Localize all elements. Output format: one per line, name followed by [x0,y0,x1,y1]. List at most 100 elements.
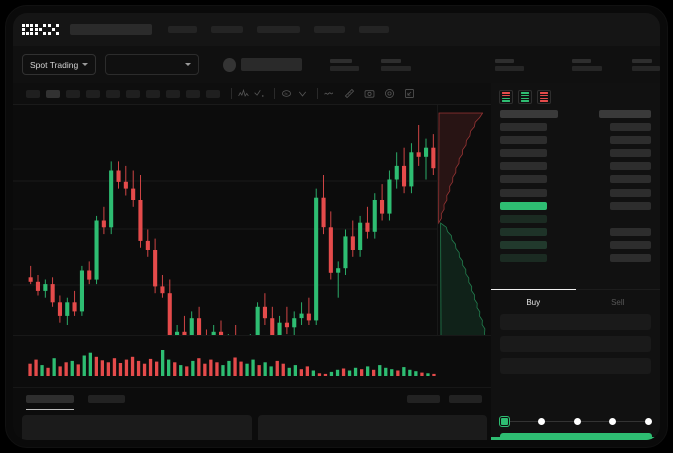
tab-buy[interactable]: Buy [491,289,576,314]
table-row[interactable] [500,149,651,158]
ob-price [500,123,547,132]
table-row[interactable] [500,175,651,184]
ob-price [500,214,547,223]
nav-link-2[interactable] [211,26,243,33]
bottom-right-tab-1[interactable] [407,395,440,403]
ob-price [500,188,547,197]
chevron-down-icon [185,63,192,66]
bottom-right-tab-2[interactable] [449,395,482,403]
timeframe-button-10[interactable] [206,89,220,98]
ob-amount [610,254,651,263]
timeframe-button-7[interactable] [146,89,160,98]
timeframe-button-5[interactable] [106,89,120,98]
table-row[interactable] [500,227,651,236]
logo-glyph-k [35,24,46,35]
compare-icon[interactable] [253,87,266,100]
table-row[interactable] [500,240,651,249]
chevron-down-icon[interactable] [296,87,309,100]
timeframe-button-8[interactable] [166,89,180,98]
primary-cta-button[interactable] [500,433,652,440]
bottom-card-1[interactable] [22,415,252,440]
nav-link-1[interactable] [168,26,197,33]
order-field-3[interactable] [500,358,651,374]
orderbook-bids-icon[interactable] [518,90,532,104]
ob-price [500,149,547,158]
bottom-cards [13,412,491,440]
svg-text:fx: fx [284,91,287,96]
timeframe-button-2[interactable] [46,89,60,98]
chevron-down-icon [82,63,89,66]
timeframe-button-3[interactable] [66,89,80,98]
ob-amount [610,227,651,236]
column-header-right [599,110,651,118]
app-screen: Spot Trading [13,13,660,440]
stat-label [330,58,352,63]
column-header-left [500,110,558,118]
table-row[interactable] [500,123,651,132]
nav-link-4[interactable] [314,26,345,33]
stat-block-2 [381,58,411,71]
stat-block-4 [572,58,602,71]
timeframe-button-4[interactable] [86,89,100,98]
table-row[interactable] [500,254,651,263]
timeframe-button-1[interactable] [26,89,40,98]
ob-price [500,227,547,236]
okx-logo[interactable] [22,24,59,35]
bottom-tab-2[interactable] [88,395,125,403]
market-type-label: Spot Trading [30,59,79,70]
camera-icon[interactable] [363,87,376,100]
template-icon[interactable]: fx [280,87,293,100]
top-nav [13,13,660,46]
bottom-tabs [13,387,491,410]
indicator-icon[interactable] [237,87,250,100]
ob-amount [610,136,651,145]
orderbook-asks-icon[interactable] [537,90,551,104]
timeframe-button-6[interactable] [126,89,140,98]
table-row-selected[interactable] [500,201,651,210]
step-dot-1[interactable] [500,416,509,426]
order-book-header-row [500,110,651,118]
order-field-1[interactable] [500,314,651,330]
table-row[interactable] [500,162,651,171]
pair-avatar [223,57,236,72]
stat-label [495,58,514,63]
ob-amount [610,175,651,184]
table-row[interactable] [500,188,651,197]
settings-icon[interactable] [383,87,396,100]
ob-price [500,162,547,171]
step-dot-2[interactable] [537,417,545,425]
orderbook-both-icon[interactable] [499,90,513,104]
stat-value [381,65,411,71]
pair-select[interactable] [105,54,200,75]
ob-price [500,175,547,184]
search-input[interactable] [70,24,152,35]
table-row[interactable] [500,136,651,145]
stat-label [632,58,652,63]
nav-link-5[interactable] [359,26,389,33]
volume-chart[interactable] [13,335,491,387]
step-dot-5[interactable] [645,417,652,425]
bottom-tab-1[interactable] [26,395,74,410]
candlestick-chart[interactable] [13,105,491,335]
ob-amount [610,240,651,249]
tab-sell[interactable]: Sell [611,297,625,307]
fullscreen-icon[interactable] [403,87,416,100]
order-field-2[interactable] [500,336,651,352]
stat-label [381,58,401,63]
bottom-card-2[interactable] [257,415,487,440]
nav-link-3[interactable] [257,26,300,33]
table-row[interactable] [500,214,651,223]
line-chart-icon[interactable] [323,87,336,100]
volume-svg [28,350,436,376]
ob-amount [610,215,651,223]
timeframe-button-9[interactable] [186,89,200,98]
toolbar-divider [274,88,275,99]
step-dot-4[interactable] [609,417,617,425]
market-type-select[interactable]: Spot Trading [22,54,97,75]
order-book-rows [491,110,660,263]
ruler-icon[interactable] [343,87,356,100]
stat-label [572,58,591,63]
order-form [491,314,660,380]
step-dot-3[interactable] [573,417,581,425]
ob-price [500,254,547,263]
